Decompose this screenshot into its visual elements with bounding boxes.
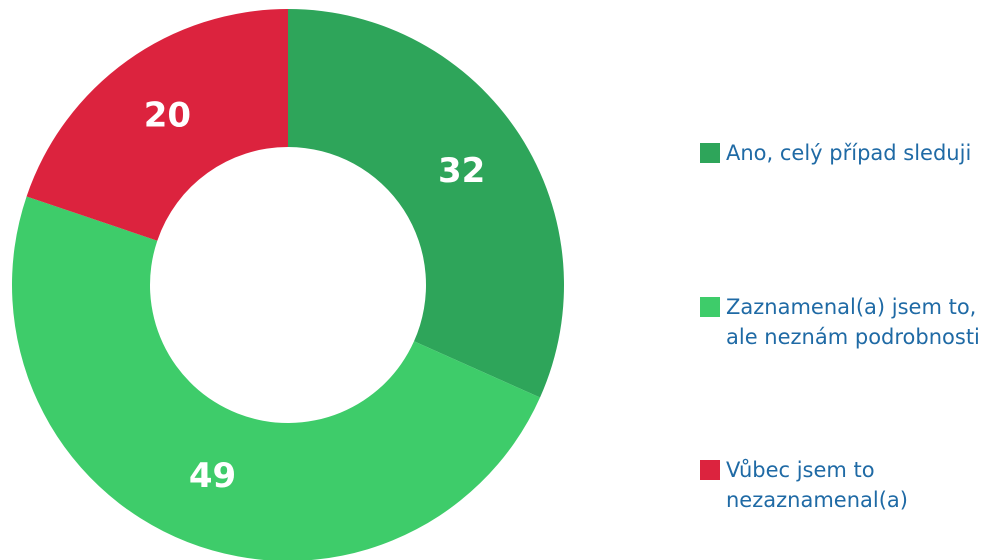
legend-swatch xyxy=(700,460,720,480)
legend-label: Vůbec jsem to nezaznamenal(a) xyxy=(726,458,908,512)
legend-swatch xyxy=(700,297,720,317)
data-label: 20 xyxy=(144,95,191,135)
legend-swatch xyxy=(700,143,720,163)
data-label: 32 xyxy=(438,151,485,191)
legend-item: Zaznamenal(a) jsem to, ale neznám podrob… xyxy=(700,292,988,352)
donut-slice xyxy=(12,196,541,560)
legend-label: Zaznamenal(a) jsem to, ale neznám podrob… xyxy=(726,295,980,349)
donut-slice xyxy=(288,9,564,398)
donut: 32 49 20 xyxy=(12,9,564,560)
legend-label: Ano, celý případ sleduji xyxy=(726,141,972,165)
donut-slice xyxy=(26,9,289,241)
data-label: 49 xyxy=(189,456,236,496)
legend-item: Ano, celý případ sleduji xyxy=(700,138,988,168)
legend-item: Vůbec jsem to nezaznamenal(a) xyxy=(700,455,988,515)
